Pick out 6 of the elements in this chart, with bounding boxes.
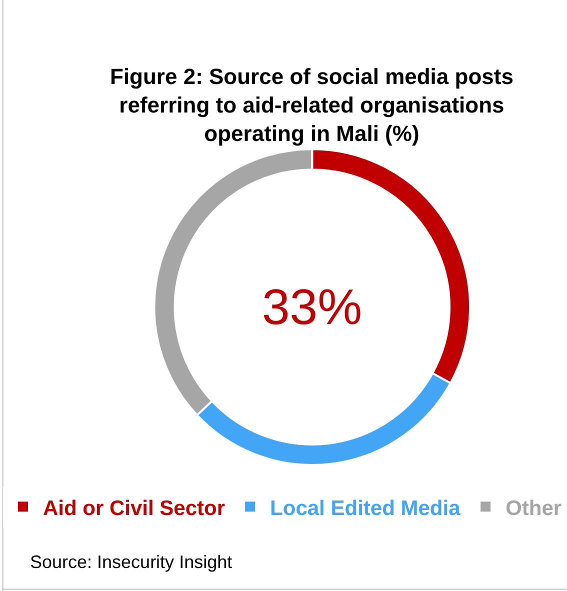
legend-label: Local Edited Media [270,496,461,520]
legend-label: Aid or Civil Sector [43,496,226,520]
source-note: Source: Insecurity Insight [30,552,232,572]
chart-title: Figure 2: Source of social media posts referring to aid-related organisations operating in Mali (%) [110,64,514,146]
legend-label: Other [506,496,562,520]
text: 33% [262,279,362,335]
